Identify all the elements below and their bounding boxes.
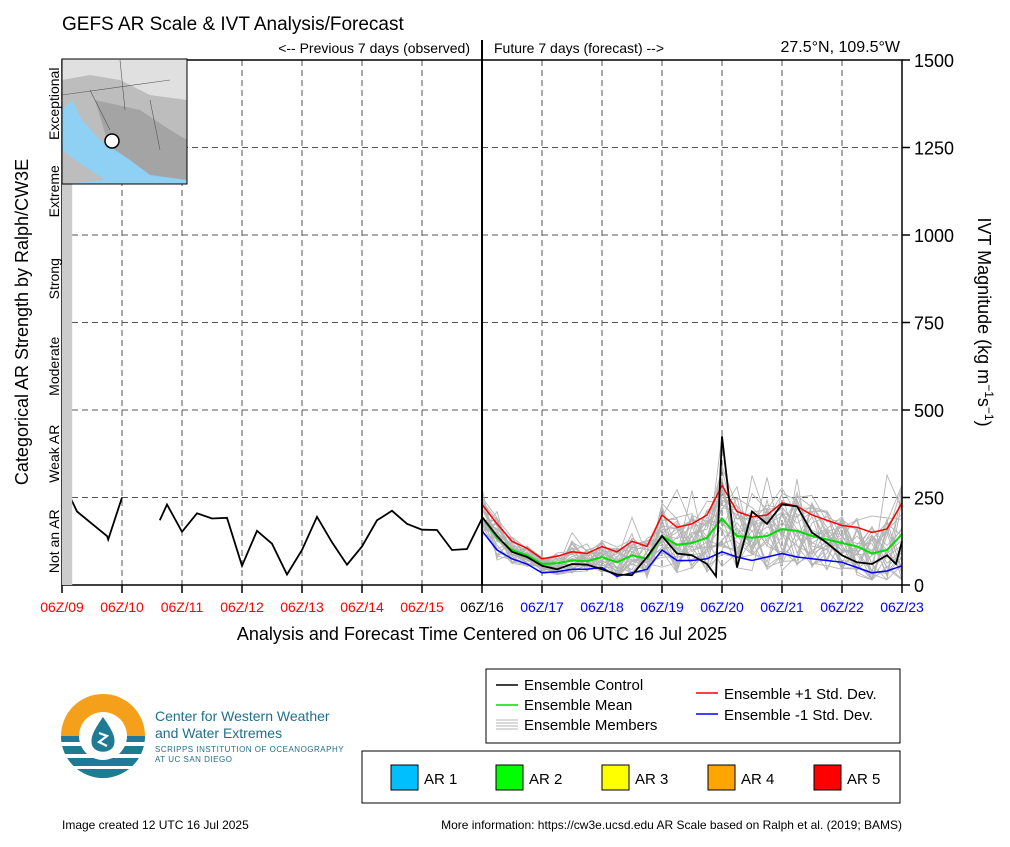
- category-labels: Not an AR Weak AR Moderate Strong Extreme Exc…: [46, 68, 62, 574]
- ar-scale-legend: AR 1 AR 2 AR 3 AR 4 AR 5: [361, 750, 901, 804]
- x-tick-label: 06Z/18: [580, 599, 624, 615]
- ar4-label: AR 4: [741, 771, 774, 788]
- logo-line-3: SCRIPPS INSTITUTION OF OCEANOGRAPHY: [155, 745, 344, 754]
- ensemble-member-line: [481, 488, 903, 581]
- ar-category-bar: [62, 60, 73, 585]
- x-tick-label: 06Z/12: [220, 599, 264, 615]
- category-label: Moderate: [46, 336, 62, 395]
- ar1-swatch: [390, 764, 419, 791]
- ensemble-member-line: [481, 497, 903, 581]
- future-days-label: Future 7 days (forecast) -->: [494, 40, 664, 56]
- y-tick-label: 1000: [914, 226, 954, 246]
- observed-ivt-line: [158, 502, 483, 577]
- logo-line-4: AT UC SAN DIEGO: [155, 755, 232, 764]
- category-label: Extreme: [46, 165, 62, 217]
- minus-std-line: [481, 530, 903, 578]
- series-layer: [61, 436, 903, 579]
- location-marker-icon: [104, 133, 120, 149]
- ar1-label: AR 1: [424, 771, 457, 788]
- x-tick-label: 06Z/15: [400, 599, 444, 615]
- line-legend: Ensemble Control Ensemble Mean Ensemble …: [485, 668, 901, 744]
- legend-control-label: Ensemble Control: [524, 677, 643, 694]
- ensemble-member-line: [481, 513, 903, 577]
- x-tick-label: 06Z/11: [161, 599, 204, 615]
- grid-layer: 0 250 500 750 1000 1250 1500 06Z/09 06Z/10 06Z/11…: [40, 51, 954, 615]
- x-tick-label: 06Z/23: [880, 599, 924, 615]
- x-tick-label: 06Z/21: [760, 599, 804, 615]
- legend-mean-label: Ensemble Mean: [524, 697, 632, 714]
- x-tick-label: 06Z/17: [520, 599, 564, 615]
- legend-plus-label: Ensemble +1 Std. Dev.: [724, 686, 877, 703]
- legend-members-swatch: [496, 719, 518, 730]
- ar3-label: AR 3: [635, 771, 668, 788]
- y-tick-label: 0: [914, 576, 924, 596]
- plus-std-line: [481, 483, 903, 560]
- inset-map: [61, 58, 188, 185]
- x-tick-label: 06Z/14: [340, 599, 384, 615]
- x-tick-label: 06Z/09: [40, 599, 84, 615]
- x-tick-label: 06Z/13: [280, 599, 324, 615]
- footer-more-info: More information: https://cw3e.ucsd.edu …: [441, 818, 902, 832]
- x-tick-label: 06Z/10: [100, 599, 144, 615]
- x-tick-label: 06Z/22: [820, 599, 864, 615]
- logo-line-2: and Water Extremes: [155, 725, 282, 741]
- location-label: 27.5°N, 109.5°W: [780, 39, 900, 56]
- category-label: Exceptional: [46, 68, 62, 140]
- y-tick-label: 750: [914, 314, 944, 334]
- category-label: Not an AR: [46, 509, 62, 573]
- y-tick-label: 500: [914, 401, 944, 421]
- observed-ivt-line: [61, 479, 123, 543]
- y-tick-label: 1500: [914, 51, 954, 71]
- ensemble-mean-line: [481, 516, 903, 566]
- right-axis-label: IVT Magnitude (kg m−1s−1): [974, 217, 996, 426]
- y-tick-label: 1250: [914, 139, 954, 159]
- logo-line-1: Center for Western Weather: [155, 708, 330, 724]
- previous-days-label: <-- Previous 7 days (observed): [278, 40, 470, 56]
- x-tick-label: 06Z/20: [700, 599, 744, 615]
- category-label: Weak AR: [46, 425, 62, 483]
- ar5-label: AR 5: [847, 771, 880, 788]
- category-label: Strong: [46, 258, 62, 299]
- ar2-swatch: [495, 764, 524, 791]
- cw3e-logo: Center for Western Weather and Water Ext…: [61, 694, 344, 778]
- legend-members-label: Ensemble Members: [524, 717, 657, 734]
- y-tick-label: 250: [914, 489, 944, 509]
- cw3e-logo-icon: [61, 694, 145, 778]
- x-tick-label: 06Z/16: [460, 599, 504, 615]
- left-axis-label: Categorical AR Strength by Ralph/CW3E: [12, 159, 32, 485]
- footer-created: Image created 12 UTC 16 Jul 2025: [62, 818, 249, 832]
- x-tick-label: 06Z/19: [640, 599, 684, 615]
- ar2-label: AR 2: [529, 771, 562, 788]
- ar4-swatch: [707, 764, 736, 791]
- ensemble-control-line: [481, 436, 903, 579]
- chart-title: GEFS AR Scale & IVT Analysis/Forecast: [62, 14, 404, 35]
- legend-minus-label: Ensemble -1 Std. Dev.: [724, 707, 873, 724]
- x-axis-label: Analysis and Forecast Time Centered on 0…: [237, 624, 727, 644]
- ar3-swatch: [601, 764, 630, 791]
- ar5-swatch: [813, 764, 842, 791]
